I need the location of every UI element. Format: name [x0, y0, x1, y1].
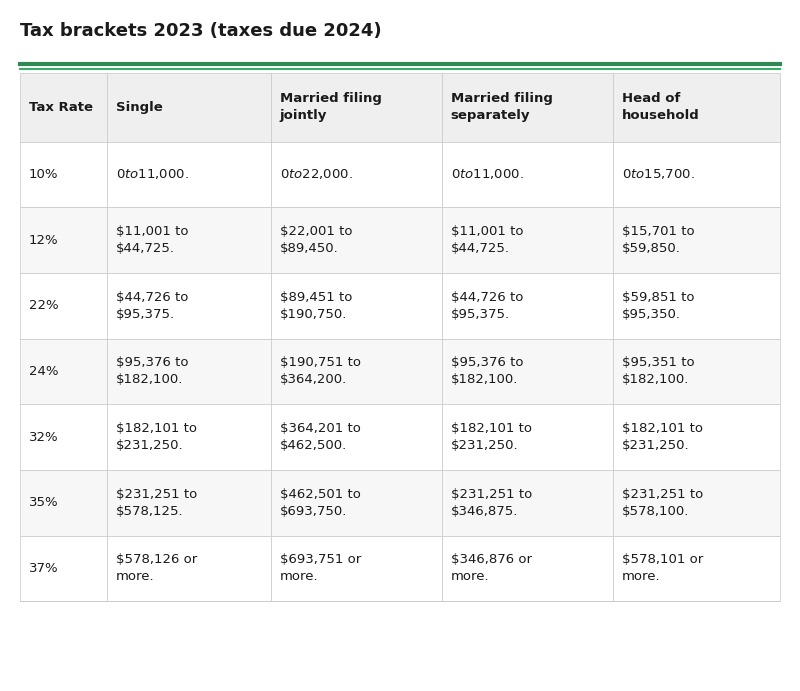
Bar — [613, 536, 780, 601]
Text: 22%: 22% — [29, 299, 58, 312]
Text: 32%: 32% — [29, 430, 58, 444]
Text: Married filing
jointly: Married filing jointly — [280, 93, 382, 122]
Bar — [107, 142, 270, 207]
Text: $231,251 to
$578,100.: $231,251 to $578,100. — [622, 488, 703, 518]
Text: Tax brackets 2023 (taxes due 2024): Tax brackets 2023 (taxes due 2024) — [20, 22, 382, 40]
Bar — [107, 404, 270, 470]
Text: $44,726 to
$95,375.: $44,726 to $95,375. — [116, 291, 189, 321]
Text: $95,376 to
$182,100.: $95,376 to $182,100. — [116, 357, 189, 386]
Text: $44,726 to
$95,375.: $44,726 to $95,375. — [450, 291, 523, 321]
Text: $231,251 to
$578,125.: $231,251 to $578,125. — [116, 488, 198, 518]
Bar — [20, 536, 107, 601]
Text: $578,126 or
more.: $578,126 or more. — [116, 553, 198, 583]
Bar — [107, 339, 270, 404]
Text: 12%: 12% — [29, 234, 58, 247]
Bar — [107, 273, 270, 339]
Bar — [270, 339, 442, 404]
Text: $0 to $11,000.: $0 to $11,000. — [450, 167, 523, 182]
Bar — [107, 73, 270, 142]
Text: $693,751 or
more.: $693,751 or more. — [280, 553, 361, 583]
Text: Head of
household: Head of household — [622, 93, 699, 122]
Text: $0 to $15,700.: $0 to $15,700. — [622, 167, 694, 182]
Bar — [270, 536, 442, 601]
Text: 35%: 35% — [29, 496, 58, 509]
Bar — [20, 142, 107, 207]
Bar — [442, 339, 613, 404]
Bar — [107, 207, 270, 273]
Text: $15,701 to
$59,850.: $15,701 to $59,850. — [622, 225, 694, 255]
Text: Tax Rate: Tax Rate — [29, 101, 93, 113]
Bar — [442, 273, 613, 339]
Bar — [20, 207, 107, 273]
Text: $11,001 to
$44,725.: $11,001 to $44,725. — [116, 225, 189, 255]
Text: $0 to $11,000.: $0 to $11,000. — [116, 167, 189, 182]
Bar — [270, 470, 442, 536]
Text: $0 to $22,000.: $0 to $22,000. — [280, 167, 353, 182]
Bar — [270, 404, 442, 470]
Bar — [613, 339, 780, 404]
Bar — [20, 404, 107, 470]
Text: $182,101 to
$231,250.: $182,101 to $231,250. — [622, 422, 702, 452]
Text: 10%: 10% — [29, 168, 58, 181]
Text: $95,376 to
$182,100.: $95,376 to $182,100. — [450, 357, 523, 386]
Text: $462,501 to
$693,750.: $462,501 to $693,750. — [280, 488, 361, 518]
Text: 37%: 37% — [29, 562, 58, 575]
Text: $89,451 to
$190,750.: $89,451 to $190,750. — [280, 291, 352, 321]
Bar — [442, 470, 613, 536]
Text: $182,101 to
$231,250.: $182,101 to $231,250. — [116, 422, 198, 452]
Bar — [442, 73, 613, 142]
Text: $59,851 to
$95,350.: $59,851 to $95,350. — [622, 291, 694, 321]
Bar — [442, 536, 613, 601]
Bar — [107, 470, 270, 536]
Text: 24%: 24% — [29, 365, 58, 378]
Bar — [270, 207, 442, 273]
Text: Single: Single — [116, 101, 163, 113]
Text: $182,101 to
$231,250.: $182,101 to $231,250. — [450, 422, 532, 452]
Bar — [613, 470, 780, 536]
Bar — [270, 142, 442, 207]
Text: $346,876 or
more.: $346,876 or more. — [450, 553, 532, 583]
Bar — [613, 273, 780, 339]
Bar — [107, 536, 270, 601]
Bar — [613, 207, 780, 273]
Text: $11,001 to
$44,725.: $11,001 to $44,725. — [450, 225, 523, 255]
Text: $578,101 or
more.: $578,101 or more. — [622, 553, 703, 583]
Bar — [613, 73, 780, 142]
Bar — [20, 470, 107, 536]
Bar — [442, 404, 613, 470]
Bar — [20, 73, 107, 142]
Bar — [270, 273, 442, 339]
Bar — [613, 142, 780, 207]
Bar — [20, 273, 107, 339]
Bar — [20, 339, 107, 404]
Text: $231,251 to
$346,875.: $231,251 to $346,875. — [450, 488, 532, 518]
Text: $22,001 to
$89,450.: $22,001 to $89,450. — [280, 225, 352, 255]
Bar — [270, 73, 442, 142]
Text: $190,751 to
$364,200.: $190,751 to $364,200. — [280, 357, 361, 386]
Bar — [613, 404, 780, 470]
Text: $95,351 to
$182,100.: $95,351 to $182,100. — [622, 357, 694, 386]
Bar — [442, 207, 613, 273]
Bar — [442, 142, 613, 207]
Text: $364,201 to
$462,500.: $364,201 to $462,500. — [280, 422, 361, 452]
Text: Married filing
separately: Married filing separately — [450, 93, 553, 122]
